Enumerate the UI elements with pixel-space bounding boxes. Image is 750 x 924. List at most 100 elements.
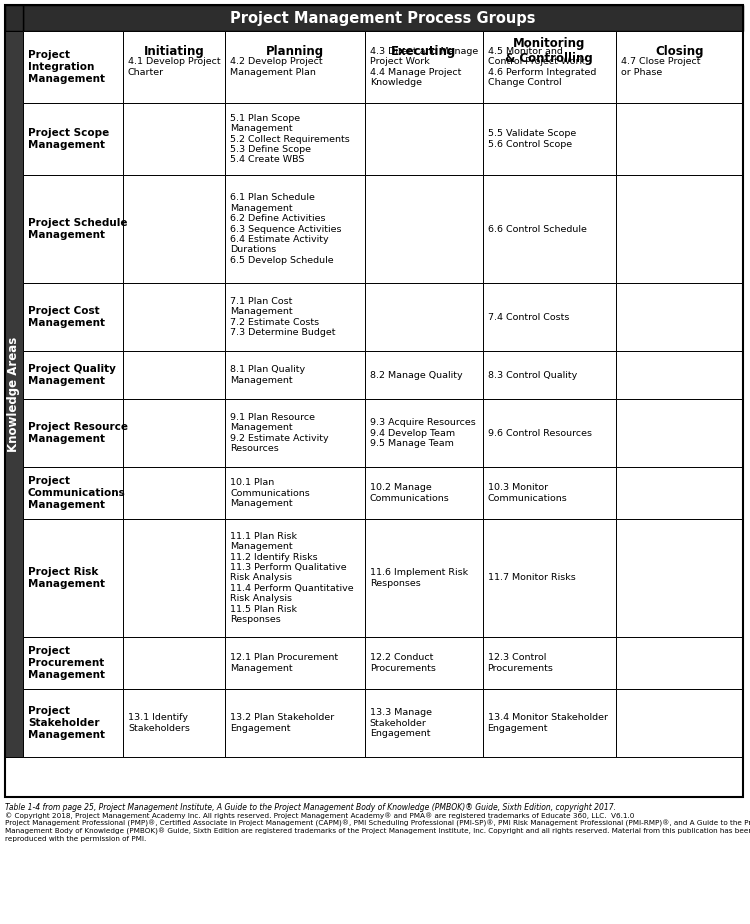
Bar	[482, 31, 616, 103]
Bar	[364, 283, 482, 351]
Bar	[23, 31, 123, 103]
Text: © Copyright 2018, Project Management Academy Inc. All rights reserved. Project M: © Copyright 2018, Project Management Aca…	[5, 812, 634, 819]
Bar	[23, 103, 123, 175]
Bar	[123, 31, 225, 103]
Bar	[123, 467, 225, 519]
Bar	[616, 103, 743, 175]
Text: 13.3 Manage
Stakeholder
Engagement: 13.3 Manage Stakeholder Engagement	[370, 708, 432, 738]
Text: Project Quality
Management: Project Quality Management	[28, 364, 116, 386]
Bar	[364, 175, 482, 283]
Bar	[482, 399, 616, 467]
Bar	[364, 31, 482, 103]
Bar	[123, 519, 225, 637]
Bar	[23, 351, 123, 399]
Text: 8.3 Control Quality: 8.3 Control Quality	[488, 371, 577, 380]
Bar	[23, 519, 123, 637]
Bar	[364, 351, 482, 399]
Text: Knowledge Areas: Knowledge Areas	[8, 336, 20, 452]
Text: 4.1 Develop Project
Charter: 4.1 Develop Project Charter	[128, 57, 220, 77]
Bar	[364, 103, 482, 175]
Text: 4.2 Develop Project
Management Plan: 4.2 Develop Project Management Plan	[230, 57, 323, 77]
Text: 9.3 Acquire Resources
9.4 Develop Team
9.5 Manage Team: 9.3 Acquire Resources 9.4 Develop Team 9…	[370, 418, 476, 448]
Bar	[616, 175, 743, 283]
Bar	[364, 689, 482, 757]
Text: 10.3 Monitor
Communications: 10.3 Monitor Communications	[488, 483, 567, 503]
Text: 4.7 Close Project
or Phase: 4.7 Close Project or Phase	[621, 57, 701, 77]
Text: 9.6 Control Resources: 9.6 Control Resources	[488, 429, 592, 437]
Text: Planning: Planning	[266, 44, 324, 57]
Bar	[225, 689, 364, 757]
Text: 8.2 Manage Quality: 8.2 Manage Quality	[370, 371, 463, 380]
Text: 11.1 Plan Risk
Management
11.2 Identify Risks
11.3 Perform Qualitative
Risk Anal: 11.1 Plan Risk Management 11.2 Identify …	[230, 532, 354, 624]
Text: Project Schedule
Management: Project Schedule Management	[28, 218, 128, 240]
Bar	[5, 31, 23, 757]
Text: 10.1 Plan
Communications
Management: 10.1 Plan Communications Management	[230, 478, 310, 508]
Text: 12.3 Control
Procurements: 12.3 Control Procurements	[488, 653, 554, 673]
Bar	[23, 31, 123, 71]
Text: Project Management Professional (PMP)®, Certified Associate in Project Managemen: Project Management Professional (PMP)®, …	[5, 820, 750, 827]
Text: 8.1 Plan Quality
Management: 8.1 Plan Quality Management	[230, 365, 305, 384]
Bar	[482, 519, 616, 637]
Bar	[364, 637, 482, 689]
Bar	[23, 5, 743, 31]
Text: Project
Integration
Management: Project Integration Management	[28, 51, 105, 83]
Text: 4.5 Monitor and
Control Project Work
4.6 Perform Integrated
Change Control: 4.5 Monitor and Control Project Work 4.6…	[488, 47, 596, 87]
Text: Table 1-4 from page 25, Project Management Institute, A Guide to the Project Man: Table 1-4 from page 25, Project Manageme…	[5, 803, 616, 812]
Bar	[616, 519, 743, 637]
Text: 7.4 Control Costs: 7.4 Control Costs	[488, 312, 569, 322]
Bar	[225, 637, 364, 689]
Text: Project Cost
Management: Project Cost Management	[28, 306, 105, 328]
Bar	[23, 467, 123, 519]
Text: 6.1 Plan Schedule
Management
6.2 Define Activities
6.3 Sequence Activities
6.4 E: 6.1 Plan Schedule Management 6.2 Define …	[230, 193, 342, 264]
Bar	[482, 467, 616, 519]
Text: 12.1 Plan Procurement
Management: 12.1 Plan Procurement Management	[230, 653, 338, 673]
Bar	[225, 31, 364, 103]
Bar	[482, 351, 616, 399]
Text: Initiating: Initiating	[144, 44, 205, 57]
Bar	[123, 689, 225, 757]
Text: 13.4 Monitor Stakeholder
Engagement: 13.4 Monitor Stakeholder Engagement	[488, 713, 608, 733]
Text: 5.5 Validate Scope
5.6 Control Scope: 5.5 Validate Scope 5.6 Control Scope	[488, 129, 576, 149]
Text: Monitoring
& Controlling: Monitoring & Controlling	[506, 37, 593, 65]
Bar	[364, 519, 482, 637]
Bar	[123, 31, 225, 71]
Bar	[616, 467, 743, 519]
Bar	[616, 399, 743, 467]
Text: 6.6 Control Schedule: 6.6 Control Schedule	[488, 225, 586, 234]
Bar	[225, 175, 364, 283]
Text: 4.3 Direct and Manage
Project Work
4.4 Manage Project
Knowledge: 4.3 Direct and Manage Project Work 4.4 M…	[370, 47, 478, 87]
Bar	[364, 467, 482, 519]
Bar	[482, 175, 616, 283]
Text: Project
Procurement
Management: Project Procurement Management	[28, 647, 105, 679]
Bar	[616, 283, 743, 351]
Text: Project Scope
Management: Project Scope Management	[28, 128, 109, 150]
Text: 13.2 Plan Stakeholder
Engagement: 13.2 Plan Stakeholder Engagement	[230, 713, 334, 733]
Bar	[123, 637, 225, 689]
Bar	[225, 467, 364, 519]
Text: Project
Stakeholder
Management: Project Stakeholder Management	[28, 707, 105, 739]
Text: 7.1 Plan Cost
Management
7.2 Estimate Costs
7.3 Determine Budget: 7.1 Plan Cost Management 7.2 Estimate Co…	[230, 297, 336, 337]
Bar	[123, 399, 225, 467]
Text: 11.6 Implement Risk
Responses: 11.6 Implement Risk Responses	[370, 568, 468, 588]
Text: 12.2 Conduct
Procurements: 12.2 Conduct Procurements	[370, 653, 436, 673]
Bar	[364, 31, 482, 71]
Text: 10.2 Manage
Communications: 10.2 Manage Communications	[370, 483, 449, 503]
Bar	[364, 399, 482, 467]
Text: reproduced with the permission of PMI.: reproduced with the permission of PMI.	[5, 836, 146, 842]
Bar	[225, 283, 364, 351]
Bar	[616, 31, 743, 103]
Bar	[23, 283, 123, 351]
Bar	[616, 31, 743, 71]
Bar	[23, 175, 123, 283]
Bar	[616, 689, 743, 757]
Text: 11.7 Monitor Risks: 11.7 Monitor Risks	[488, 574, 575, 582]
Bar	[616, 637, 743, 689]
Text: Closing: Closing	[656, 44, 704, 57]
Bar	[5, 5, 743, 797]
Text: Executing: Executing	[391, 44, 456, 57]
Bar	[225, 519, 364, 637]
Bar	[225, 399, 364, 467]
Bar	[482, 689, 616, 757]
Bar	[23, 637, 123, 689]
Bar	[616, 351, 743, 399]
